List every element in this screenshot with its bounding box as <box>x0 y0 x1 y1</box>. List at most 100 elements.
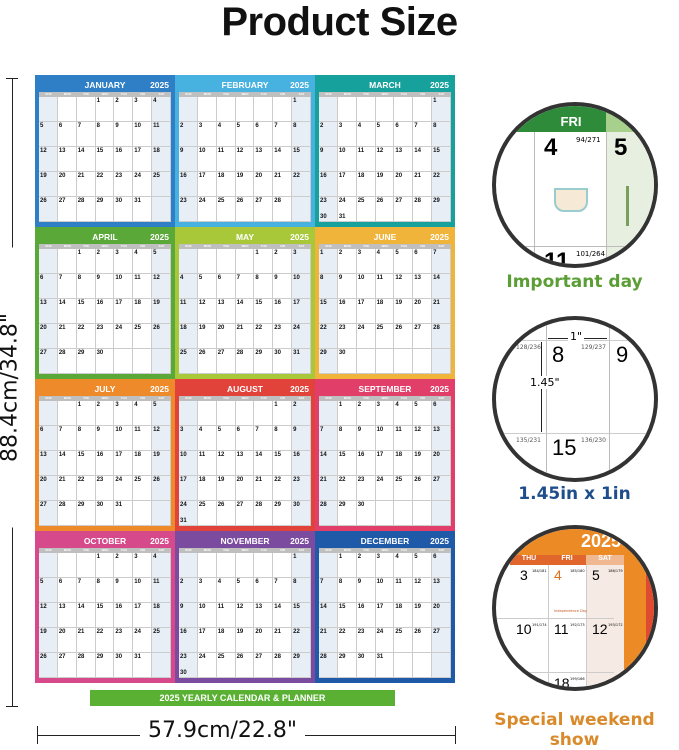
day-number: 3 <box>376 554 380 560</box>
day-number: 25 <box>217 654 225 660</box>
day-cell: 25 <box>197 501 217 526</box>
poster-banner: 2025 YEARLY CALENDAR & PLANNER <box>90 690 395 706</box>
day-number: 22 <box>293 629 300 635</box>
day-cell: 27 <box>57 197 77 222</box>
day-number: 22 <box>433 173 440 179</box>
day-number: 4 <box>554 567 562 583</box>
day-cell: 24 31 <box>337 197 357 222</box>
weekday-header: SUN <box>179 244 198 249</box>
day-cell: 22 <box>292 628 311 653</box>
day-cell: 3 <box>179 426 198 451</box>
day-number: 18 <box>180 325 187 331</box>
weekday-header: SAT <box>292 92 311 97</box>
day-cell <box>152 349 171 374</box>
day-number: 27 <box>433 477 440 483</box>
day-cell: 26 <box>394 324 414 349</box>
day-cell: 23 <box>292 476 311 501</box>
day-number: 3 <box>376 402 380 408</box>
day-cell: 25 <box>152 172 171 197</box>
day-cell: 10 <box>133 578 153 603</box>
day-cell: 14 <box>76 147 96 172</box>
day-cell <box>254 401 274 426</box>
day-number: 2 <box>96 402 100 408</box>
day-number: 22 <box>77 477 85 483</box>
day-number: 29 <box>96 654 104 660</box>
day-number: 5 <box>236 123 240 129</box>
year-label: 2025 <box>581 531 622 551</box>
day-number: 25 <box>395 477 403 483</box>
weekday-header: TUE <box>76 92 96 97</box>
day-cell <box>235 553 255 578</box>
day-number: 21 <box>320 477 327 483</box>
day-number: 13 <box>236 452 244 458</box>
day-cell: 19 <box>413 451 433 476</box>
day-number: 2 <box>180 123 184 129</box>
width-label: 57.9cm/22.8" <box>140 718 306 743</box>
day-cell: 5 <box>152 249 171 274</box>
day-cell <box>179 249 198 274</box>
day-cell: 28 <box>57 349 77 374</box>
weekday-header: FRI <box>133 92 153 97</box>
weekday-header: SAT <box>586 555 624 565</box>
day-cell: 14 <box>235 299 255 324</box>
day-cell: 29 <box>319 349 338 374</box>
important-day-label: Important day <box>506 272 643 292</box>
day-number: 6 <box>40 275 44 281</box>
day-cell: 19 <box>39 172 58 197</box>
day-number: 13 <box>395 148 403 154</box>
day-number: 31 <box>376 654 384 660</box>
day-number: 27 <box>255 654 263 660</box>
weekday-header: THU <box>114 548 134 553</box>
day-cell: 12 <box>235 147 255 172</box>
weekday-header: WED <box>375 244 395 249</box>
day-number: 19 <box>153 452 160 458</box>
day-cell: 10 <box>356 274 376 299</box>
day-cell: 2 <box>114 553 134 578</box>
day-number: 8 <box>77 427 82 433</box>
day-number: 18 <box>153 148 160 154</box>
day-cell: 29 <box>95 197 115 222</box>
height-dimension-cap <box>6 78 18 79</box>
day-cell: 16 <box>273 299 293 324</box>
day-cell: 5 <box>394 249 414 274</box>
day-number: 11 <box>395 579 402 585</box>
day-number: 11 <box>544 248 570 268</box>
day-cell: 4 <box>216 578 236 603</box>
day-cell: 22 <box>337 628 357 653</box>
day-number: 10 <box>338 148 346 154</box>
day-cell: 7 <box>413 122 433 147</box>
day-number: 25 <box>153 173 160 179</box>
weekday-header: TUE <box>356 548 376 553</box>
day-number: 4 <box>357 123 362 129</box>
day-number: 23 <box>115 173 123 179</box>
day-cell: 3 <box>375 553 395 578</box>
weekday-header: THU <box>254 396 274 401</box>
day-number: 28 <box>433 325 440 331</box>
day-number: 7 <box>414 123 418 129</box>
day-number: 27 <box>58 654 66 660</box>
day-number: 15 <box>96 604 104 610</box>
weekday-header: FRI <box>273 548 293 553</box>
day-number: 20 <box>395 173 403 179</box>
day-cell <box>39 553 58 578</box>
day-cell: 1 <box>432 97 451 122</box>
month-header: JUNE 2025 <box>319 230 451 244</box>
day-cell <box>254 553 274 578</box>
day-header: FRI <box>560 114 582 129</box>
day-number: 14 <box>77 604 85 610</box>
weekday-header: THU <box>254 92 274 97</box>
month-year: 2025 <box>430 80 449 90</box>
day-cell: 18 <box>356 172 376 197</box>
day-number: 9 <box>320 148 324 154</box>
month-year: 2025 <box>150 384 169 394</box>
day-cell: 14 <box>57 299 77 324</box>
day-number: 17 <box>293 300 300 306</box>
day-number: 21 <box>77 173 85 179</box>
day-number: 25 <box>134 325 141 331</box>
day-cell: 23 <box>273 324 293 349</box>
day-number: 8 <box>552 342 565 367</box>
day-number: 1 <box>96 98 100 104</box>
day-number: 14 <box>274 148 281 154</box>
day-cell: 20 <box>432 603 451 628</box>
day-cell: 17 <box>197 172 217 197</box>
